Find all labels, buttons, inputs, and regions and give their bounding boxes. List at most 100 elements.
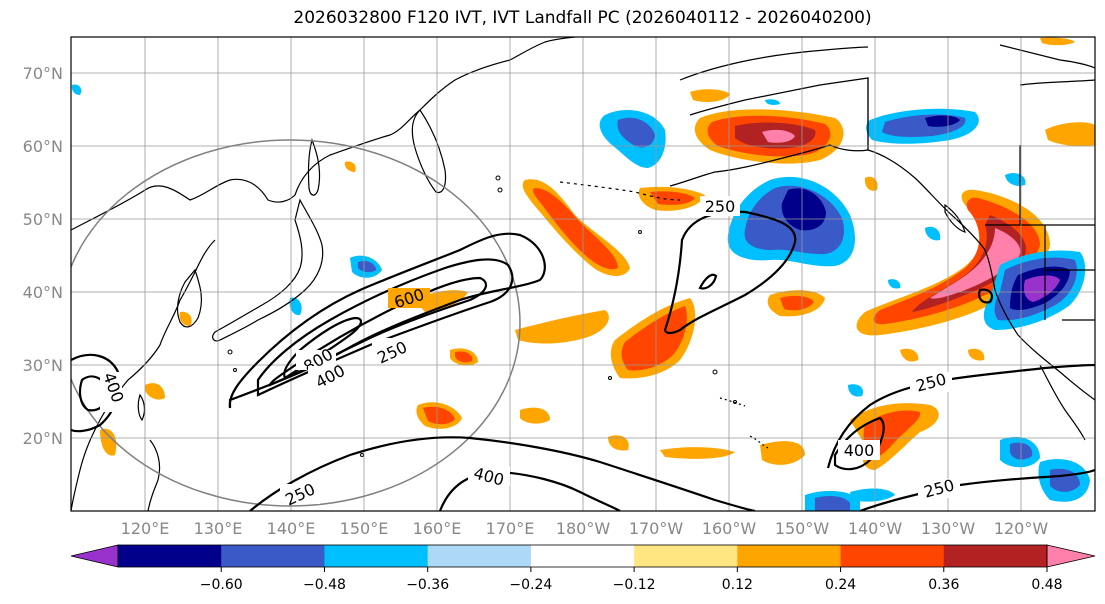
latitude-labels: 70°N 60°N 50°N 40°N 30°N 20°N <box>23 64 63 448</box>
coastline-korea <box>176 268 203 328</box>
anomaly-patch <box>848 384 864 397</box>
longitude-labels: 120°E 130°E 140°E 150°E 160°E 170°E 180°… <box>121 519 1049 538</box>
anomaly-patch <box>925 226 941 241</box>
colorbar-frame <box>117 544 1048 568</box>
anomaly-patch <box>864 176 878 191</box>
coastline-bc <box>867 149 1095 401</box>
coastline-arctic-canada <box>999 44 1095 69</box>
colorbar-segment <box>737 545 842 567</box>
colorbar-segment <box>634 545 738 567</box>
contour-label: 250 <box>705 197 736 216</box>
coastline-taiwan <box>137 393 146 422</box>
coastline-aleutians <box>559 181 681 201</box>
anomaly-patch <box>815 495 850 511</box>
anomaly-patch <box>900 348 919 362</box>
lon-label: 120°E <box>121 519 170 538</box>
ivt-contour-800 <box>283 316 363 380</box>
border-provinces <box>1019 79 1095 225</box>
contour-label: 400 <box>844 441 875 460</box>
island <box>233 368 237 372</box>
anomaly-patch <box>660 447 735 459</box>
colorbar-tick-label: −0.36 <box>406 577 449 593</box>
colorbar-segment <box>221 545 325 567</box>
lon-label: 150°E <box>340 519 389 538</box>
ivt-contour-250 <box>698 273 718 290</box>
colorbar-segment <box>427 545 532 567</box>
island <box>497 187 503 193</box>
coastline-philippines <box>147 439 161 511</box>
coastline-baja <box>1039 364 1086 441</box>
colorbar-tick-label: −0.60 <box>200 577 243 593</box>
anomaly-patch <box>617 117 655 148</box>
anomaly-patch <box>765 99 780 105</box>
ivt-contour-250 <box>249 436 756 511</box>
anomaly-patch <box>145 383 165 400</box>
lon-label: 140°W <box>848 519 903 538</box>
coastline-asia <box>71 239 216 511</box>
island <box>495 175 501 181</box>
anomaly-patch <box>762 129 795 143</box>
ivt-contour-600 <box>978 288 994 304</box>
colorbar-segment <box>530 545 635 567</box>
anomaly-patch <box>100 428 117 456</box>
map-frame <box>70 36 1096 512</box>
colorbar-tick-label: 0.48 <box>1031 577 1062 593</box>
map-title: 2026032800 F120 IVT, IVT Landfall PC (20… <box>293 8 872 28</box>
ivt-contour-250 <box>663 210 797 335</box>
anomaly-patch <box>289 297 302 316</box>
anomaly-patch <box>650 191 695 205</box>
anomaly-patch <box>621 306 687 371</box>
landfall-region-ellipse <box>71 139 521 507</box>
contour-label-layer: 250 600 800 400 250 400 400 250 400 250 … <box>99 196 960 510</box>
lon-label: 160°W <box>702 519 757 538</box>
anomaly-patch <box>850 488 895 502</box>
anomaly-patch <box>888 279 901 289</box>
lon-label: 120°W <box>994 519 1049 538</box>
colorbar-segments <box>118 545 1048 567</box>
island <box>733 400 737 404</box>
island <box>712 369 718 375</box>
ivt-contour-400 <box>256 258 514 397</box>
ivt-contour-400 <box>438 470 621 511</box>
anomaly-patch <box>760 441 805 465</box>
colorbar-min-extension <box>70 544 119 568</box>
colorbar-segment <box>324 545 429 567</box>
lon-label: 160°E <box>413 519 462 538</box>
anomaly-patch <box>690 89 730 102</box>
anomaly-patch <box>608 435 629 451</box>
ivt-contour-400 <box>833 416 885 471</box>
coastline-hawaii <box>749 435 769 449</box>
coastlines <box>71 37 1095 511</box>
gridlines <box>71 37 1095 511</box>
colorbar-max-extension <box>1046 544 1096 568</box>
colorbar-segment <box>118 545 222 567</box>
colorbar-tick-label: 0.24 <box>825 577 856 593</box>
negative-anomaly-fills <box>71 84 1090 511</box>
coastline-alaska-north <box>679 46 869 81</box>
colorbar-tick-label: 0.12 <box>722 577 753 593</box>
coastline-alaska <box>669 77 869 187</box>
colorbar-tick-label: −0.48 <box>303 577 346 593</box>
colorbar-tick-label: 0.36 <box>928 577 959 593</box>
island <box>638 230 642 234</box>
lat-label: 30°N <box>23 356 63 375</box>
ivt-contour-250 <box>859 468 1095 511</box>
anomaly-patch <box>515 310 609 344</box>
anomaly-patch <box>1045 122 1095 147</box>
anomaly-patch <box>780 295 814 311</box>
lon-label: 170°E <box>486 519 535 538</box>
anomaly-patch <box>358 261 376 273</box>
anomaly-patch <box>930 228 1021 299</box>
anomaly-patch <box>520 407 550 424</box>
colorbar-ticks: −0.60 −0.48 −0.36 −0.24 −0.12 0.12 0.24 0.36 0.4… <box>200 567 1063 593</box>
colorbar: −0.60 −0.48 −0.36 −0.24 −0.12 0.12 0.24 0.36 0.4… <box>70 544 1096 593</box>
lon-label: 150°W <box>775 519 830 538</box>
anomaly-patch <box>968 348 985 361</box>
lat-label: 60°N <box>23 137 63 156</box>
positive-anomaly-fills <box>100 37 1095 470</box>
anomaly-patch <box>71 84 82 95</box>
colorbar-tick-label: −0.24 <box>509 577 552 593</box>
islands <box>227 175 737 457</box>
anomaly-patch <box>179 311 192 326</box>
